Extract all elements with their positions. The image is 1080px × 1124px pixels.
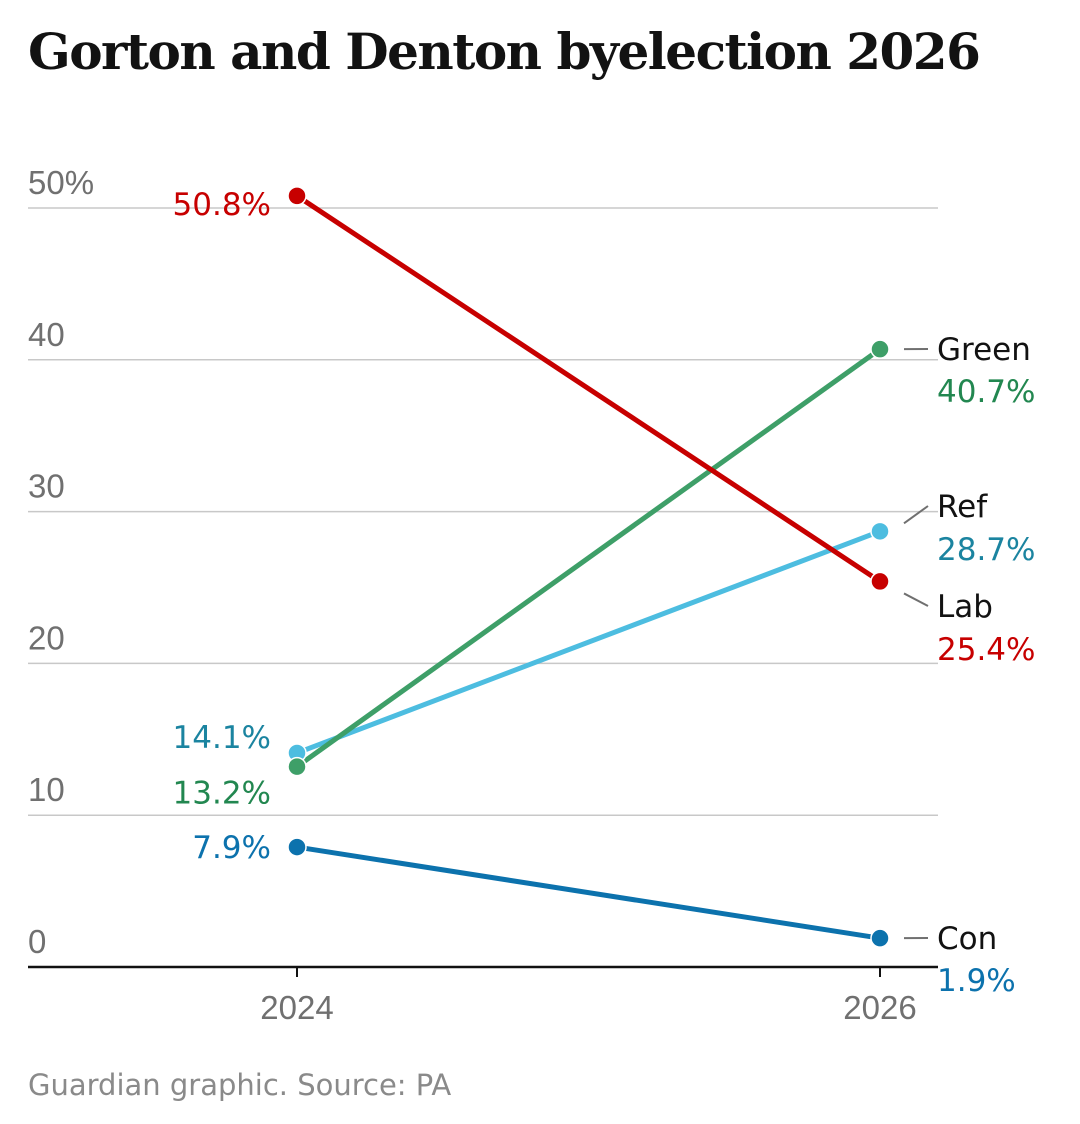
series-points [287, 186, 890, 948]
point-lab-2024 [287, 186, 307, 206]
series-name-green: Green [937, 332, 1031, 368]
y-tick-label-40: 40 [28, 316, 65, 353]
label-ref-2024: 14.1% [173, 720, 271, 756]
source-note: Guardian graphic. Source: PA [28, 1068, 452, 1102]
series-lines [294, 193, 883, 941]
leader-lab [903, 592, 929, 607]
label-con-2026: 1.9% [937, 963, 1016, 999]
series-line-lab [294, 193, 883, 584]
series-line-green [294, 346, 883, 770]
y-tick-label-50: 50% [28, 164, 94, 201]
point-lab-2026 [870, 571, 890, 592]
label-ref-2026: 28.7% [937, 532, 1035, 568]
label-green-2024: 13.2% [173, 776, 271, 812]
data-labels: 7.9% Con 1.9% 14.1% Ref 28.7% 13.2% Green 40.7% 5… [173, 187, 1036, 999]
y-axis-ticks: 0 10 20 30 40 50% [28, 164, 94, 960]
series-name-con: Con [937, 921, 997, 957]
x-tick-label-2024: 2024 [260, 989, 333, 1026]
y-tick-label-30: 30 [28, 468, 65, 505]
series-name-lab: Lab [937, 589, 993, 625]
y-tick-label-0: 0 [28, 923, 46, 960]
point-green-2024 [287, 756, 307, 777]
x-axis-ticks: 2024 2026 [260, 967, 917, 1026]
chart-title: Gorton and Denton byelection 2026 [28, 22, 981, 81]
point-green-2026 [870, 339, 890, 359]
y-tick-label-10: 10 [28, 771, 65, 808]
leader-ref [903, 505, 929, 525]
point-ref-2026 [870, 521, 890, 542]
point-con-2024 [287, 837, 307, 857]
label-green-2026: 40.7% [937, 374, 1035, 410]
label-leaders [903, 348, 929, 940]
gridlines [28, 207, 938, 816]
label-lab-2024: 50.8% [173, 187, 271, 223]
label-con-2024: 7.9% [192, 830, 271, 866]
series-line-ref [294, 528, 883, 756]
point-con-2026 [870, 928, 890, 948]
y-tick-label-20: 20 [28, 619, 65, 656]
series-name-ref: Ref [937, 489, 988, 525]
label-lab-2026: 25.4% [937, 632, 1035, 668]
x-tick-label-2026: 2026 [843, 989, 916, 1026]
series-line-con [294, 844, 883, 941]
